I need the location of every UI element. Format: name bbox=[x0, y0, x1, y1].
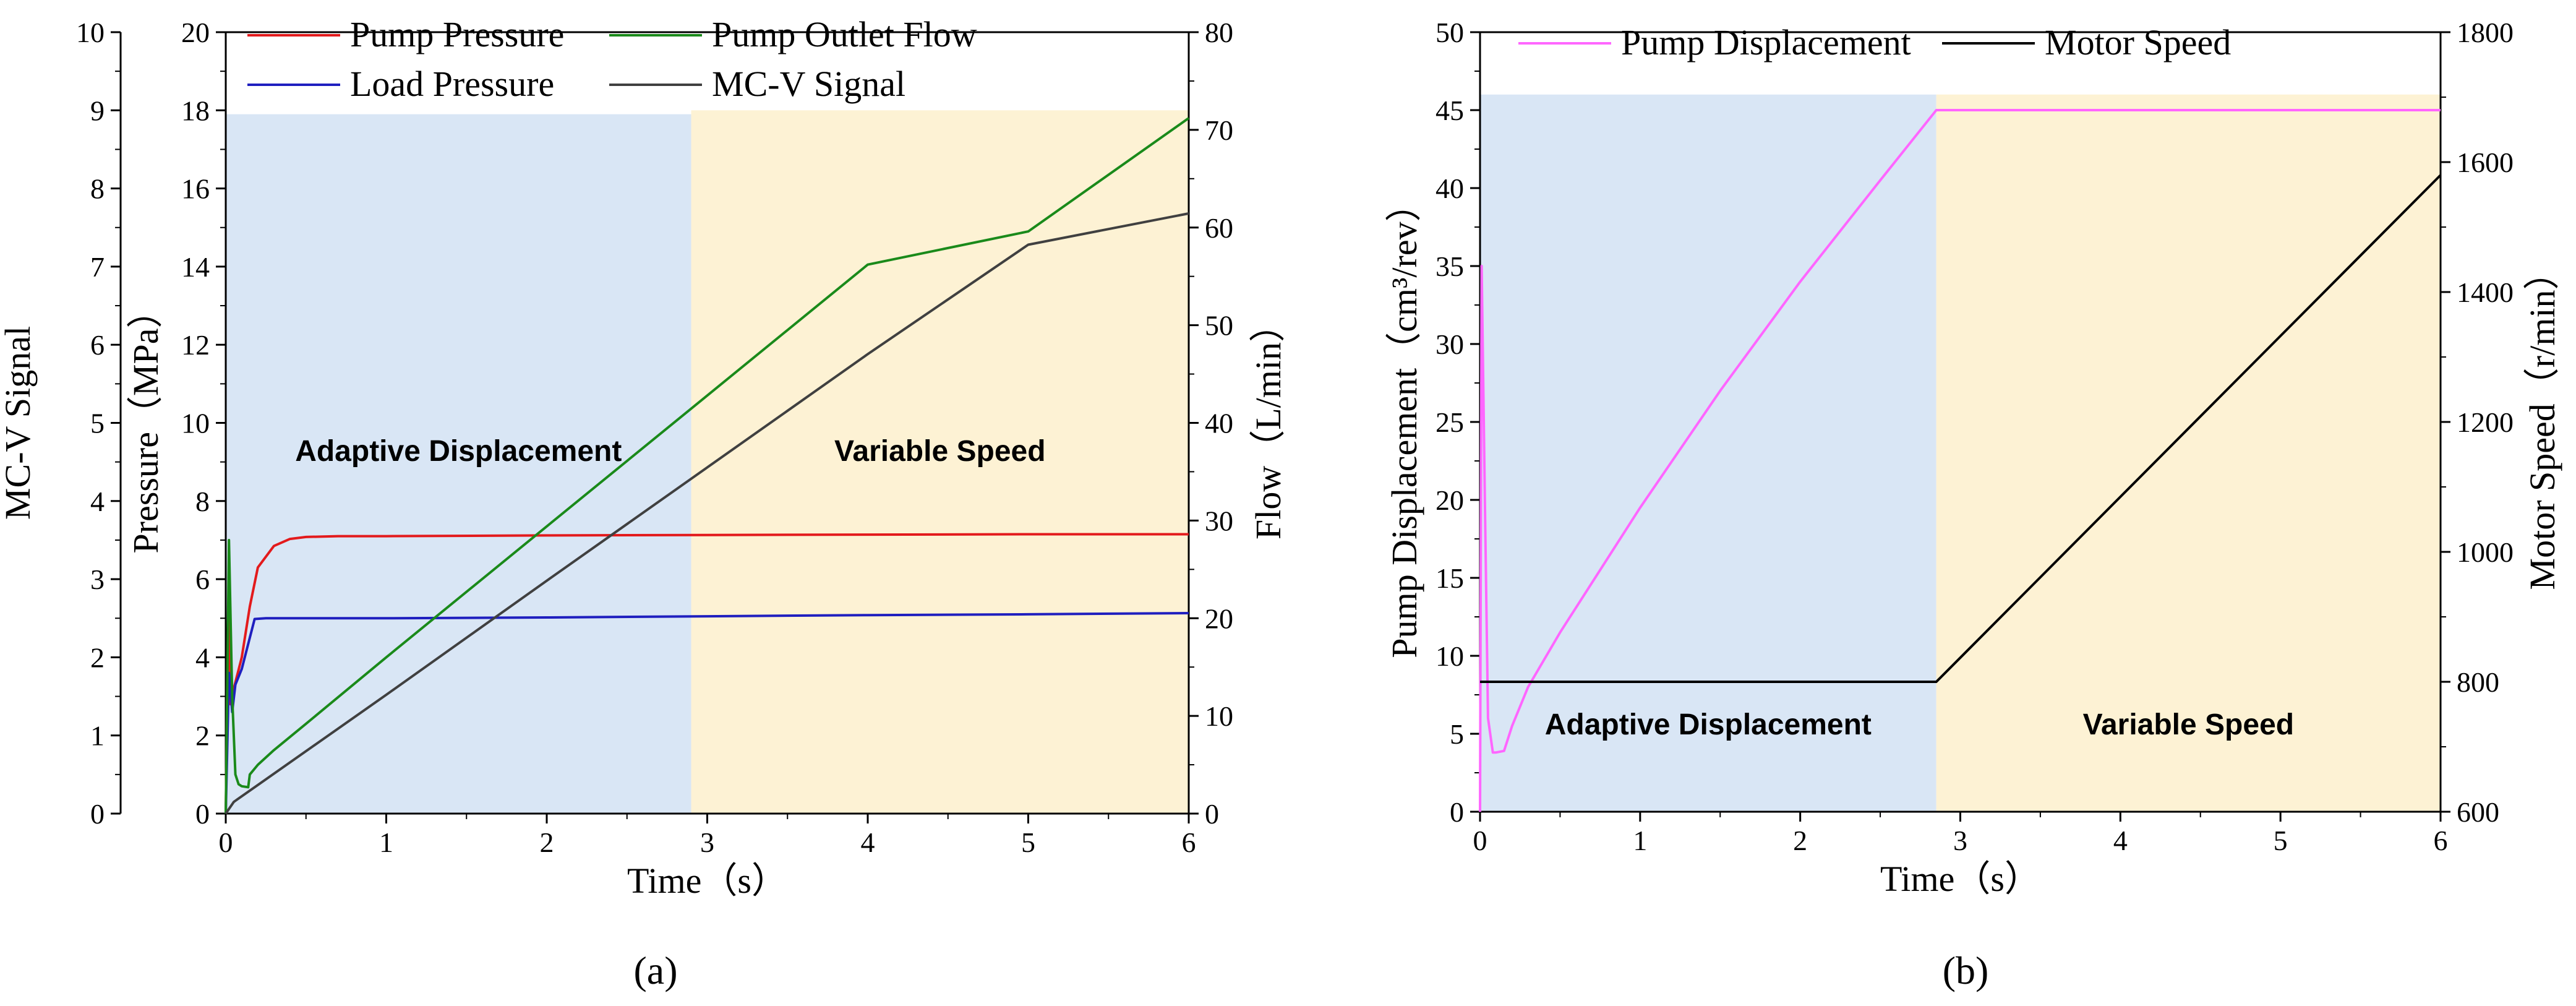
x-tick-label: 0 bbox=[219, 827, 233, 858]
flow-tick-label: 40 bbox=[1205, 408, 1233, 439]
legend-label-pump-pressure: Pump Pressure bbox=[350, 14, 564, 54]
speed-tick-label: 1400 bbox=[2457, 277, 2514, 308]
pressure-tick-label: 14 bbox=[181, 251, 210, 283]
x-axis-label: Time（s） bbox=[627, 861, 787, 901]
mcv-tick-label: 1 bbox=[90, 720, 105, 752]
region-band-adaptive bbox=[1480, 94, 1936, 812]
flow-axis-label: Flow（L/min） bbox=[1248, 306, 1288, 540]
region-band-adaptive bbox=[226, 114, 691, 814]
mcv-tick-label: 6 bbox=[90, 329, 105, 361]
x-tick-label: 2 bbox=[1793, 825, 1807, 856]
pressure-tick-label: 6 bbox=[195, 564, 210, 595]
speed-tick-label: 1000 bbox=[2457, 536, 2514, 568]
mcv-tick-label: 10 bbox=[76, 17, 105, 48]
displacement-tick-label: 35 bbox=[1436, 251, 1464, 282]
series-motor-speed bbox=[1480, 174, 2442, 683]
flow-tick-label: 60 bbox=[1205, 212, 1233, 244]
legend-label-motor-speed: Motor Speed bbox=[2045, 22, 2231, 62]
speed-tick-label: 1600 bbox=[2457, 147, 2514, 178]
pressure-tick-label: 10 bbox=[181, 408, 210, 439]
pressure-tick-label: 16 bbox=[181, 173, 210, 205]
displacement-tick-label: 5 bbox=[1450, 718, 1464, 750]
displacement-axis-label: Pump Displacement（cm³/rev） bbox=[1384, 186, 1424, 658]
flow-tick-label: 20 bbox=[1205, 603, 1233, 634]
mcv-tick-label: 5 bbox=[90, 408, 105, 439]
mcv-tick-label: 8 bbox=[90, 173, 105, 205]
mcv-tick-label: 7 bbox=[90, 251, 105, 283]
flow-tick-label: 10 bbox=[1205, 700, 1233, 732]
pressure-tick-label: 2 bbox=[195, 720, 210, 752]
pressure-axis-label: Pressure（MPa） bbox=[126, 292, 166, 553]
panel-label: (a) bbox=[633, 948, 677, 992]
displacement-tick-label: 25 bbox=[1436, 406, 1464, 438]
legend-label-pump-outlet-flow: Pump Outlet Flow bbox=[712, 14, 977, 54]
speed-tick-label: 600 bbox=[2457, 796, 2499, 828]
displacement-tick-label: 45 bbox=[1436, 95, 1464, 126]
series-pump-outlet-flow bbox=[225, 117, 1190, 814]
x-tick-label: 3 bbox=[1953, 825, 1967, 856]
displacement-tick-label: 50 bbox=[1436, 17, 1464, 48]
legend-label-load-pressure: Load Pressure bbox=[350, 64, 554, 104]
pressure-tick-label: 20 bbox=[181, 17, 210, 48]
x-tick-label: 5 bbox=[2274, 825, 2288, 856]
legend-label-pump-displacement: Pump Displacement bbox=[1621, 22, 1911, 62]
mcv-axis-label: MC-V Signal bbox=[0, 326, 38, 520]
pressure-tick-label: 8 bbox=[195, 486, 210, 517]
mcv-tick-label: 9 bbox=[90, 95, 105, 126]
x-tick-label: 6 bbox=[1182, 827, 1196, 858]
speed-axis-label: Motor Speed（r/min） bbox=[2522, 254, 2562, 590]
x-axis-label: Time（s） bbox=[1880, 859, 2040, 899]
pressure-tick-label: 12 bbox=[181, 329, 210, 361]
mcv-tick-label: 0 bbox=[90, 798, 105, 830]
region-label-variable: Variable Speed bbox=[2083, 708, 2295, 741]
pressure-tick-label: 0 bbox=[195, 798, 210, 830]
panel-label: (b) bbox=[1943, 948, 1989, 992]
chart-b: Adaptive Displacement Variable Speed 0 1 2 3 4… bbox=[1384, 17, 2562, 992]
speed-tick-label: 800 bbox=[2457, 666, 2499, 698]
displacement-tick-label: 40 bbox=[1436, 173, 1464, 204]
mcv-tick-label: 3 bbox=[90, 564, 105, 595]
displacement-tick-label: 0 bbox=[1450, 796, 1464, 828]
displacement-tick-label: 10 bbox=[1436, 640, 1464, 672]
series-mc-v-signal bbox=[225, 212, 1189, 815]
x-tick-label: 1 bbox=[379, 827, 393, 858]
x-tick-label: 3 bbox=[700, 827, 714, 858]
mcv-tick-label: 4 bbox=[90, 486, 105, 517]
flow-tick-label: 80 bbox=[1205, 17, 1233, 48]
region-label-variable: Variable Speed bbox=[834, 435, 1046, 468]
flow-tick-label: 0 bbox=[1205, 798, 1219, 830]
region-band-variable bbox=[691, 110, 1189, 814]
displacement-tick-label: 30 bbox=[1436, 329, 1464, 360]
flow-tick-label: 50 bbox=[1205, 310, 1233, 342]
region-label-adaptive: Adaptive Displacement bbox=[295, 435, 622, 468]
displacement-tick-label: 15 bbox=[1436, 562, 1464, 594]
speed-tick-label: 1200 bbox=[2457, 406, 2514, 438]
x-tick-label: 2 bbox=[540, 827, 554, 858]
x-tick-label: 5 bbox=[1021, 827, 1035, 858]
series-pump-displacement bbox=[1479, 109, 2441, 812]
flow-tick-label: 70 bbox=[1205, 114, 1233, 146]
x-tick-label: 4 bbox=[2113, 825, 2128, 856]
pressure-tick-label: 18 bbox=[181, 95, 210, 126]
mcv-tick-label: 2 bbox=[90, 642, 105, 673]
x-tick-label: 0 bbox=[1473, 825, 1487, 856]
region-band-variable bbox=[1936, 94, 2441, 812]
pressure-tick-label: 4 bbox=[195, 642, 210, 673]
legend-label-mc-v-signal: MC-V Signal bbox=[712, 64, 905, 104]
x-tick-label: 4 bbox=[861, 827, 875, 858]
region-label-adaptive: Adaptive Displacement bbox=[1545, 708, 1872, 741]
x-tick-label: 6 bbox=[2434, 825, 2448, 856]
displacement-tick-label: 20 bbox=[1436, 484, 1464, 516]
x-tick-label: 1 bbox=[1633, 825, 1647, 856]
flow-tick-label: 30 bbox=[1205, 505, 1233, 536]
speed-tick-label: 1800 bbox=[2457, 17, 2514, 48]
